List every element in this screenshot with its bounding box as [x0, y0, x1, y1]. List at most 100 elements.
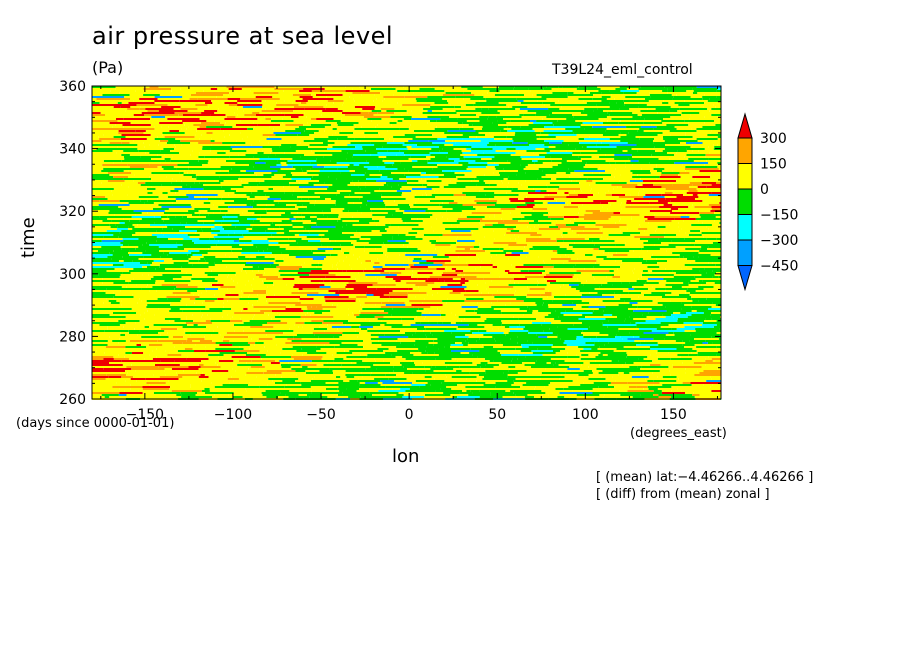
field-cell — [186, 316, 202, 318]
field-cell — [509, 270, 521, 272]
field-cell — [667, 152, 677, 154]
field-cell — [302, 204, 315, 206]
field-cell — [236, 322, 244, 324]
field-cell — [224, 190, 236, 192]
field-cell — [92, 194, 98, 196]
field-cell — [573, 324, 603, 326]
field-cell — [349, 194, 382, 196]
field-cell — [220, 182, 249, 184]
field-cell — [438, 354, 473, 356]
field-cell — [199, 158, 211, 160]
field-cell — [533, 152, 547, 154]
field-cell — [99, 284, 124, 286]
field-cell — [649, 202, 668, 204]
field-cell — [485, 98, 517, 100]
field-cell — [613, 350, 625, 352]
field-cell — [328, 186, 359, 188]
field-cell — [546, 362, 551, 364]
field-cell — [308, 146, 333, 148]
field-cell — [413, 368, 431, 370]
field-cell — [192, 340, 200, 342]
field-cell — [309, 134, 333, 136]
field-cell — [223, 302, 232, 304]
field-cell — [512, 218, 522, 220]
field-cell — [369, 90, 398, 92]
field-cell — [400, 342, 429, 344]
field-cell — [421, 314, 441, 316]
field-cell — [328, 230, 357, 232]
field-cell — [587, 178, 604, 180]
field-cell — [404, 96, 428, 98]
field-cell — [396, 346, 427, 348]
field-cell — [592, 126, 627, 128]
field-cell — [352, 92, 381, 94]
field-cell — [652, 254, 680, 256]
field-cell — [602, 322, 631, 324]
field-cell — [404, 142, 433, 144]
field-cell — [522, 362, 536, 364]
field-cell — [419, 262, 434, 264]
field-cell — [262, 104, 277, 106]
field-cell — [361, 212, 388, 214]
field-cell — [695, 278, 721, 280]
field-cell — [385, 206, 411, 208]
field-cell — [442, 264, 469, 266]
field-cell — [194, 196, 202, 198]
field-cell — [546, 86, 559, 88]
field-cell — [279, 334, 297, 336]
field-cell — [168, 238, 184, 240]
field-cell — [206, 326, 218, 328]
field-cell — [346, 376, 355, 378]
field-cell — [514, 278, 528, 280]
field-cell — [641, 292, 652, 294]
field-cell — [256, 376, 282, 378]
field-cell — [586, 280, 621, 282]
field-cell — [163, 174, 184, 176]
field-cell — [417, 248, 436, 250]
field-cell — [154, 314, 164, 316]
field-cell — [327, 328, 338, 330]
field-cell — [533, 260, 544, 262]
field-cell — [515, 152, 534, 154]
field-cell — [562, 120, 576, 122]
field-cell — [449, 296, 481, 298]
field-cell — [711, 130, 721, 132]
field-cell — [181, 270, 212, 272]
field-cell — [488, 108, 516, 110]
field-cell — [267, 154, 276, 156]
field-cell — [542, 364, 554, 366]
field-cell — [638, 278, 648, 280]
field-cell — [637, 366, 642, 368]
field-cell — [154, 170, 185, 172]
field-cell — [409, 204, 414, 206]
field-cell — [529, 132, 541, 134]
field-cell — [105, 292, 114, 294]
field-cell — [258, 338, 273, 340]
field-cell — [92, 304, 122, 306]
field-cell — [718, 276, 721, 278]
field-cell — [92, 256, 108, 258]
field-cell — [533, 248, 567, 250]
field-cell — [669, 158, 689, 160]
field-cell — [310, 280, 324, 282]
field-cell — [308, 230, 329, 232]
field-cell — [271, 176, 283, 178]
field-cell — [359, 314, 392, 316]
field-cell — [410, 124, 441, 126]
field-cell — [197, 220, 215, 222]
field-cell — [620, 140, 654, 142]
field-cell — [366, 356, 391, 358]
field-cell — [92, 352, 105, 354]
field-cell — [342, 104, 370, 106]
field-cell — [704, 180, 721, 182]
field-cell — [678, 226, 707, 228]
field-cell — [129, 358, 145, 360]
field-cell — [684, 168, 719, 170]
field-cell — [383, 242, 395, 244]
field-cell — [678, 104, 690, 106]
field-cell — [202, 314, 208, 316]
field-cell — [214, 238, 240, 240]
field-cell — [708, 162, 718, 164]
field-cell — [534, 226, 550, 228]
field-cell — [199, 214, 209, 216]
